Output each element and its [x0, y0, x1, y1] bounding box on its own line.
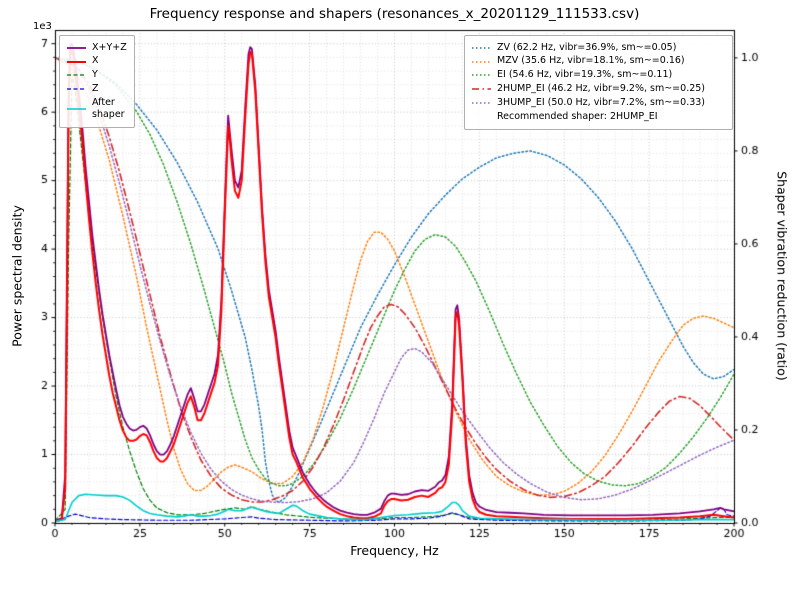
legend-item-mzv: MZV (35.6 Hz, vibr=18.1%, sm~=0.16)	[471, 55, 726, 67]
legend-label: EI (54.6 Hz, vibr=19.3%, sm~=0.11)	[497, 69, 673, 81]
line-sample-x-icon	[67, 60, 86, 63]
legend-item-2hump-ei: 2HUMP_EI (46.2 Hz, vibr=9.2%, sm~=0.25)	[471, 83, 726, 95]
y-axis-label-left: Power spectral density	[9, 205, 25, 347]
legend-recommended-shaper: Recommended shaper: 2HUMP_EI	[471, 111, 726, 123]
legend-label: After shaper	[92, 96, 125, 121]
legend-label: MZV (35.6 Hz, vibr=18.1%, sm~=0.16)	[497, 55, 685, 67]
legend-item-ei: EI (54.6 Hz, vibr=19.3%, sm~=0.11)	[471, 69, 726, 81]
legend-psd: X+Y+Z X Y Z After shaper	[59, 35, 135, 129]
line-sample-ei-icon	[472, 74, 491, 77]
legend-item-y: Y	[66, 69, 128, 81]
legend-shapers: ZV (62.2 Hz, vibr=36.9%, sm~=0.05) MZV (…	[464, 35, 733, 130]
legend-label: 2HUMP_EI (46.2 Hz, vibr=9.2%, sm~=0.25)	[497, 83, 706, 95]
line-sample-3hump-ei-icon	[472, 102, 491, 104]
y-axis-label-right: Shaper vibration reduction (ratio)	[774, 171, 790, 381]
legend-item-x: X	[66, 55, 128, 67]
line-sample-mzv-icon	[472, 60, 491, 63]
legend-label: X+Y+Z	[92, 41, 127, 53]
legend-label: ZV (62.2 Hz, vibr=36.9%, sm~=0.05)	[497, 41, 677, 53]
legend-label: Y	[92, 69, 98, 81]
line-sample-z-icon	[67, 88, 86, 90]
legend-item-zv: ZV (62.2 Hz, vibr=36.9%, sm~=0.05)	[471, 42, 726, 54]
line-sample-xyz-icon	[67, 46, 86, 49]
line-sample-zv-icon	[472, 46, 491, 49]
legend-item-z: Z	[66, 83, 128, 95]
y-axis-offset-text: 1e3	[33, 21, 52, 32]
legend-item-after-shaper: After shaper	[66, 97, 128, 122]
line-sample-y-icon	[67, 74, 86, 76]
legend-label: Z	[92, 83, 99, 95]
recommended-shaper-text: Recommended shaper: 2HUMP_EI	[497, 110, 658, 122]
legend-item-xyz: X+Y+Z	[66, 42, 128, 54]
x-axis-label: Frequency, Hz	[350, 543, 439, 558]
chart-title: Frequency response and shapers (resonanc…	[149, 6, 640, 22]
line-sample-2hump-ei-icon	[472, 88, 491, 91]
legend-label: X	[92, 55, 99, 67]
line-sample-after-shaper-icon	[67, 108, 86, 111]
legend-label: 3HUMP_EI (50.0 Hz, vibr=7.2%, sm~=0.33)	[497, 96, 706, 108]
legend-item-3hump-ei: 3HUMP_EI (50.0 Hz, vibr=7.2%, sm~=0.33)	[471, 97, 726, 109]
